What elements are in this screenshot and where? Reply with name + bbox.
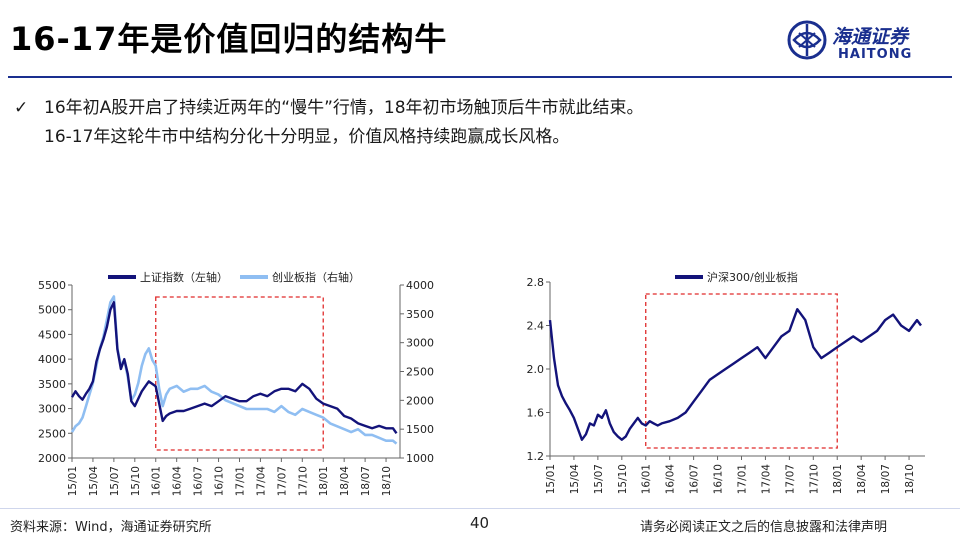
title-divider	[8, 76, 952, 78]
x-tick-label: 16/10	[713, 464, 725, 494]
y-tick-label-left: 1.6	[527, 407, 545, 420]
y-tick-label-right: 2000	[406, 394, 434, 407]
x-tick-label: 16/07	[689, 464, 701, 494]
series-line-chinext	[70, 295, 398, 445]
y-tick-label-left: 2500	[38, 427, 66, 440]
y-tick-label-left: 1.2	[527, 450, 545, 463]
chart-ratio: 1.2 1.6 2.0 2.4 2.8 15/01 15/04 15/07 15/10 16/01…	[527, 270, 925, 495]
page-title: 16-17年是价值回归的结构牛	[10, 20, 448, 58]
disclaimer-note: 请务必阅读正文之后的信息披露和法律声明	[640, 520, 888, 535]
logo-text-cn: 海通证券	[832, 26, 909, 48]
y-tick-label-left: 2000	[38, 452, 66, 465]
x-tick-label: 16/01	[151, 466, 163, 496]
series-line-sse	[70, 301, 398, 434]
y-tick-label-left: 2.8	[527, 276, 545, 289]
x-tick-label: 16/07	[193, 466, 205, 496]
chart-index-comparison: 2000 2500 3000 3500 4000 4500 5000 5500 1000 1500…	[38, 270, 434, 497]
y-tick-label-left: 2.4	[527, 320, 545, 333]
x-tick-label: 16/04	[665, 464, 677, 495]
y-tick-label-left: 3000	[38, 403, 66, 416]
x-tick-label: 17/10	[808, 464, 820, 494]
x-tick-label: 16/01	[641, 464, 653, 494]
series-line-ratio	[548, 308, 922, 441]
y-tick-label-left: 4000	[38, 353, 66, 366]
y-tick-label-right: 1500	[406, 423, 434, 436]
logo-text-en: HAITONG	[838, 47, 913, 62]
x-tick-label: 18/04	[856, 464, 868, 495]
x-tick-label: 18/10	[904, 464, 916, 494]
x-tick-label: 15/07	[593, 464, 605, 494]
highlight-box	[645, 293, 838, 449]
x-tick-label: 15/10	[130, 466, 142, 496]
y-tick-label-left: 5000	[38, 304, 66, 317]
x-tick-label: 15/01	[67, 466, 79, 496]
legend-label: 创业板指（右轴）	[272, 270, 360, 284]
y-tick-label-left: 5500	[38, 279, 66, 292]
x-tick-label: 17/10	[297, 466, 309, 496]
x-tick-label: 15/04	[88, 466, 100, 497]
legend-label: 上证指数（左轴）	[140, 270, 228, 284]
x-tick-label: 17/07	[276, 466, 288, 496]
y-tick-label-right: 2500	[406, 366, 434, 379]
y-tick-label-left: 3500	[38, 378, 66, 391]
x-tick-label: 15/07	[109, 466, 121, 496]
y-tick-label-right: 3500	[406, 308, 434, 321]
bullet-block: ✓ 16年初A股开启了持续近两年的“慢牛”行情，18年初市场触顶后牛市就此结束。…	[14, 94, 644, 152]
y-tick-label-left: 4500	[38, 328, 66, 341]
haitong-logo: 海通证券 HAITONG	[786, 18, 936, 66]
x-tick-label: 17/07	[784, 464, 796, 494]
x-tick-label: 18/01	[832, 464, 844, 494]
x-tick-label: 15/04	[569, 464, 581, 495]
highlight-box	[155, 296, 324, 451]
legend-label: 沪深300/创业板指	[707, 270, 798, 284]
x-tick-label: 17/01	[234, 466, 246, 496]
x-tick-label: 18/01	[318, 466, 330, 496]
x-tick-label: 15/10	[617, 464, 629, 494]
x-tick-label: 18/07	[880, 464, 892, 494]
x-tick-label: 17/01	[736, 464, 748, 494]
bullet-line-2: 16-17年这轮牛市中结构分化十分明显，价值风格持续跑赢成长风格。	[44, 127, 570, 147]
y-tick-label-right: 1000	[406, 452, 434, 465]
checkmark-icon: ✓	[14, 98, 29, 118]
page-number: 40	[470, 514, 490, 532]
bullet-line-1: 16年初A股开启了持续近两年的“慢牛”行情，18年初市场触顶后牛市就此结束。	[44, 98, 644, 118]
footer-divider	[0, 508, 960, 509]
x-tick-label: 15/01	[545, 464, 557, 494]
haitong-emblem-icon	[787, 20, 827, 60]
source-note: 资料来源：Wind，海通证券研究所	[10, 520, 212, 535]
y-tick-label-left: 2.0	[527, 363, 545, 376]
x-tick-label: 16/04	[172, 466, 184, 497]
x-tick-label: 17/04	[255, 466, 267, 497]
x-tick-label: 18/04	[339, 466, 351, 497]
x-tick-label: 17/04	[760, 464, 772, 495]
y-tick-label-right: 4000	[406, 279, 434, 292]
x-tick-label: 18/10	[381, 466, 393, 496]
y-tick-label-right: 3000	[406, 337, 434, 350]
x-tick-label: 16/10	[214, 466, 226, 496]
x-tick-label: 18/07	[360, 466, 372, 496]
